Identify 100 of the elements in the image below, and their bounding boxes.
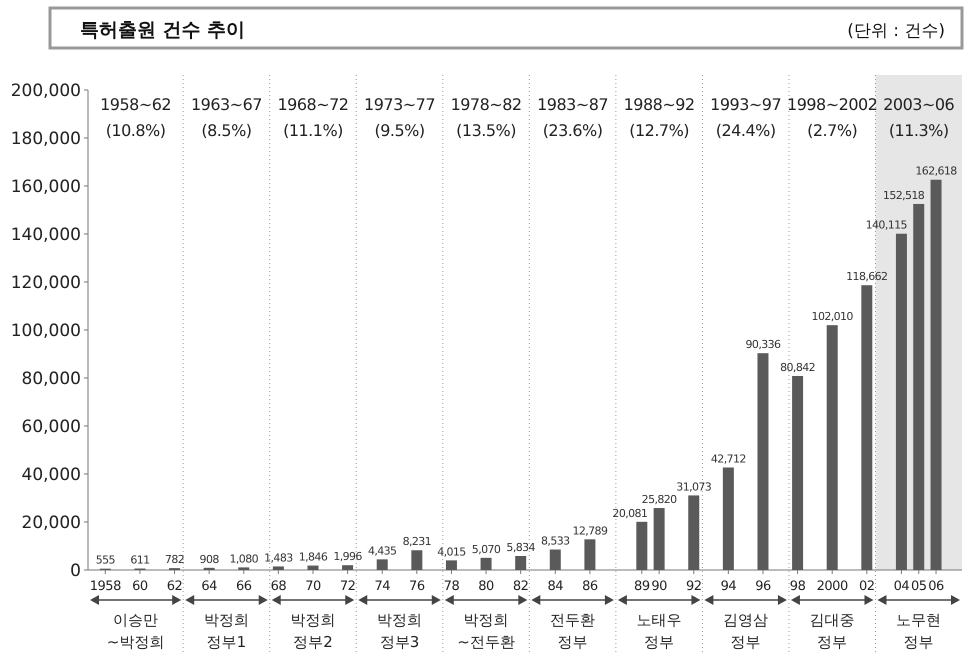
data-label: 31,073 bbox=[676, 480, 712, 494]
data-label: 90,336 bbox=[746, 338, 782, 352]
x-tick-label: 76 bbox=[409, 579, 425, 594]
data-label: 908 bbox=[200, 552, 220, 566]
text: 김대중 정부 bbox=[810, 611, 855, 651]
x-tick-label: 86 bbox=[582, 579, 598, 594]
bar bbox=[550, 550, 561, 570]
data-label: 4,435 bbox=[368, 544, 398, 558]
chart-subtitle: (단위 : 건수) bbox=[847, 21, 945, 41]
data-label: 555 bbox=[96, 554, 116, 567]
bar bbox=[896, 234, 907, 570]
y-tick-label: 20,000 bbox=[22, 513, 81, 533]
text: 박정희 정부3 bbox=[377, 611, 422, 651]
x-tick-label: 68 bbox=[270, 579, 286, 594]
text: 노무현 정부 bbox=[896, 611, 942, 651]
data-label: 118,662 bbox=[846, 270, 888, 284]
bar bbox=[792, 376, 804, 570]
bar bbox=[238, 567, 250, 570]
bar bbox=[757, 353, 768, 570]
x-tick-label: 98 bbox=[790, 579, 806, 594]
annotation: 1973~77 (9.5%) bbox=[364, 95, 436, 140]
x-tick-label: 82 bbox=[512, 579, 528, 594]
band-label: 2003~06 (11.3%) bbox=[883, 95, 955, 140]
text: 이승만 ~박정희 bbox=[106, 611, 164, 651]
data-label: 80,842 bbox=[780, 360, 816, 374]
text: 박정희 정부2 bbox=[290, 611, 336, 651]
y-tick-label: 60,000 bbox=[22, 417, 81, 437]
x-tick-label: 2000 bbox=[816, 579, 848, 594]
bar bbox=[411, 550, 422, 570]
bar bbox=[342, 565, 354, 570]
y-tick-label: 200,000 bbox=[10, 81, 81, 101]
annotation: 1988~92 (12.7%) bbox=[624, 95, 695, 140]
data-label: 42,712 bbox=[710, 452, 746, 466]
x-tick-label: 72 bbox=[340, 579, 356, 594]
annotation: 1993~97 (24.4%) bbox=[710, 95, 782, 140]
x-tick-label: 92 bbox=[686, 579, 702, 594]
x-tick-label: 06 bbox=[928, 579, 944, 594]
annotation: 1968~72 (11.1%) bbox=[278, 95, 348, 140]
x-tick-label: 94 bbox=[720, 579, 736, 594]
x-tick-label: 62 bbox=[166, 579, 182, 594]
text: 전두환 정부 bbox=[550, 611, 596, 651]
chart-title: 특허출원 건수 추이 bbox=[80, 19, 246, 41]
x-tick-label: 60 bbox=[132, 579, 148, 594]
y-tick-label: 80,000 bbox=[22, 369, 81, 389]
annotation: 1963~67 (8.5%) bbox=[190, 95, 262, 140]
text: 박정희 정부1 bbox=[204, 611, 249, 651]
x-tick-label: 90 bbox=[651, 579, 668, 594]
data-label: 152,518 bbox=[882, 188, 925, 202]
data-label: 5,834 bbox=[506, 541, 536, 554]
x-tick-label: 89 bbox=[634, 579, 650, 594]
y-tick-label: 180,000 bbox=[10, 129, 81, 149]
text: 박정희 ~전두환 bbox=[457, 611, 515, 651]
x-tick-label: 84 bbox=[548, 579, 564, 594]
data-label: 1,846 bbox=[298, 550, 328, 564]
bar bbox=[861, 285, 872, 570]
y-tick-label: 100,000 bbox=[10, 321, 81, 341]
bar bbox=[376, 559, 388, 570]
bar bbox=[654, 508, 665, 570]
bar bbox=[515, 556, 526, 570]
data-label: 611 bbox=[130, 554, 150, 567]
x-tick-label: 66 bbox=[236, 579, 252, 594]
y-tick-label: 160,000 bbox=[10, 177, 81, 197]
data-label: 8,231 bbox=[402, 535, 432, 548]
x-tick-label: 1958 bbox=[90, 579, 122, 594]
y-tick-label: 140,000 bbox=[10, 225, 81, 245]
annotation: 1998~2002 (2.7%) bbox=[787, 95, 878, 140]
data-label: 5,070 bbox=[472, 542, 501, 556]
bar bbox=[307, 566, 318, 570]
data-label: 102,010 bbox=[812, 310, 854, 324]
bar bbox=[913, 204, 924, 570]
data-label: 1,483 bbox=[264, 551, 294, 564]
annotation: 1983~87 (23.6%) bbox=[537, 95, 608, 140]
data-label: 782 bbox=[164, 553, 184, 566]
y-tick-label: 120,000 bbox=[10, 273, 81, 293]
annotation: 1958~62 (10.8%) bbox=[100, 95, 172, 140]
data-label: 140,115 bbox=[866, 218, 908, 232]
data-label: 1,996 bbox=[333, 550, 362, 564]
x-tick-label: 70 bbox=[305, 579, 321, 594]
data-label: 4,015 bbox=[437, 545, 466, 558]
text: 노태우 정부 bbox=[636, 611, 682, 651]
bar bbox=[480, 558, 492, 570]
x-tick-label: 74 bbox=[374, 579, 390, 594]
data-label: 8,533 bbox=[541, 534, 570, 548]
x-tick-label: 04 bbox=[894, 579, 910, 594]
bar bbox=[826, 325, 838, 570]
data-label: 1,080 bbox=[230, 552, 259, 566]
data-label: 162,618 bbox=[915, 164, 958, 178]
data-label: 25,820 bbox=[642, 493, 678, 506]
x-tick-label: 80 bbox=[478, 579, 494, 594]
x-tick-label: 78 bbox=[444, 579, 460, 594]
annotation: 1978~82 (13.5%) bbox=[450, 95, 522, 140]
bar bbox=[446, 560, 457, 570]
y-tick-label: 0 bbox=[70, 561, 81, 581]
x-tick-label: 05 bbox=[910, 579, 927, 594]
x-tick-label: 96 bbox=[755, 579, 771, 594]
data-label: 12,789 bbox=[572, 524, 608, 538]
bar bbox=[722, 467, 734, 570]
bar bbox=[930, 180, 942, 570]
x-tick-label: 02 bbox=[859, 579, 875, 594]
bar bbox=[636, 522, 648, 570]
